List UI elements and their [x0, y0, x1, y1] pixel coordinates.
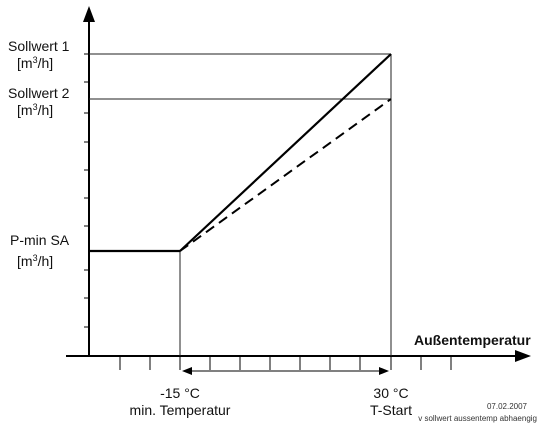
- sollwert1-curve: [179, 53, 392, 252]
- min-temp-value: -15 °C: [160, 385, 200, 401]
- t-start-value: 30 °C: [373, 385, 408, 401]
- x-ticks: [119, 356, 452, 370]
- sollwert1-label: Sollwert 1: [8, 38, 70, 54]
- sollwert2-curve: [179, 98, 392, 252]
- y-ticks: [84, 53, 89, 328]
- range-arrow-right-head: [379, 367, 389, 375]
- x-axis-arrow: [515, 350, 531, 362]
- t-start-caption: T-Start: [370, 402, 412, 418]
- sollwert2-label: Sollwert 2: [8, 85, 70, 101]
- pmin-unit: [m3/h]: [17, 253, 53, 269]
- sollwert1-unit: [m3/h]: [17, 55, 53, 71]
- footer-date: 07.02.2007: [487, 402, 528, 411]
- x-axis-title: Außentemperatur: [414, 332, 531, 348]
- range-arrow-left-head: [182, 367, 192, 375]
- footer-filename: v sollwert aussentemp abhaengig: [418, 414, 537, 423]
- sollwert2-unit: [m3/h]: [17, 102, 53, 118]
- pmin-label: P-min SA: [10, 232, 70, 248]
- min-temp-caption: min. Temperatur: [130, 402, 231, 418]
- y-axis-arrow: [83, 6, 95, 22]
